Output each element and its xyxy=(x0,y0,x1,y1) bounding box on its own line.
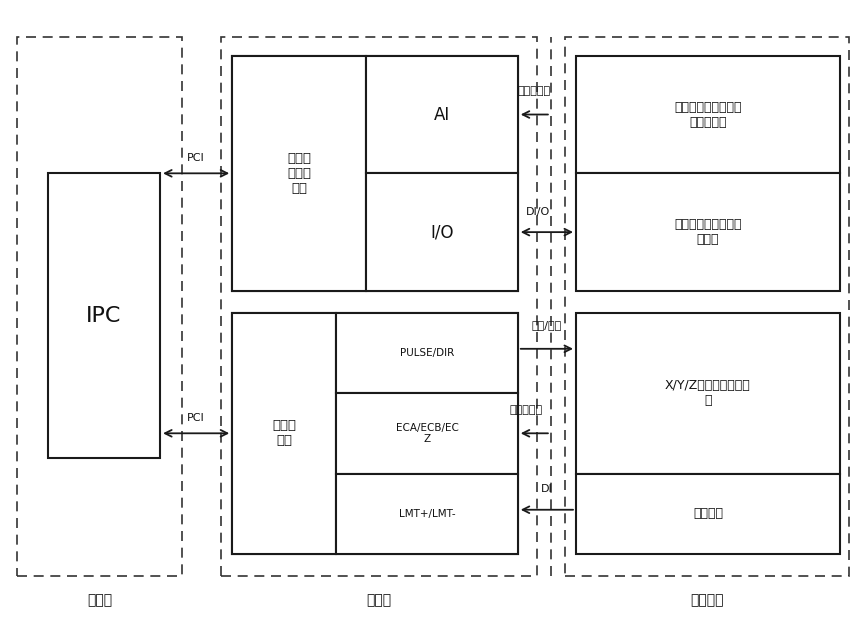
Text: 模拟量输入: 模拟量输入 xyxy=(518,86,551,96)
Text: ECA/ECB/EC
Z: ECA/ECB/EC Z xyxy=(396,423,458,444)
Bar xyxy=(221,37,537,576)
Text: 编码器相位: 编码器相位 xyxy=(509,405,542,415)
Text: I/O: I/O xyxy=(430,223,454,241)
Text: DI: DI xyxy=(541,484,553,495)
Bar xyxy=(576,173,840,291)
Bar xyxy=(366,56,518,173)
Bar xyxy=(232,56,518,291)
Text: 运动控
制卡: 运动控 制卡 xyxy=(272,419,296,448)
Bar xyxy=(576,313,840,474)
Bar xyxy=(565,37,849,576)
Text: 硬件外设: 硬件外设 xyxy=(690,594,723,607)
Bar xyxy=(336,474,518,554)
Text: 上位机: 上位机 xyxy=(87,594,113,607)
Bar xyxy=(232,313,518,554)
Bar xyxy=(336,313,518,393)
Text: AI: AI xyxy=(434,105,450,124)
Text: 下位机: 下位机 xyxy=(366,594,391,607)
Text: PCI: PCI xyxy=(187,413,205,423)
Text: PCI: PCI xyxy=(187,153,205,163)
Text: 激光位移传感器、压
力传感器等: 激光位移传感器、压 力传感器等 xyxy=(675,100,741,129)
Bar xyxy=(366,173,518,291)
Bar xyxy=(17,37,182,576)
Bar xyxy=(48,173,160,458)
Bar xyxy=(336,393,518,474)
Text: 开关、继电器、控制
面板等: 开关、继电器、控制 面板等 xyxy=(675,218,741,246)
Text: 行程开关: 行程开关 xyxy=(693,507,723,521)
Bar xyxy=(576,56,840,173)
Bar xyxy=(232,313,336,554)
Text: 多功能
数据采
集卡: 多功能 数据采 集卡 xyxy=(288,152,311,195)
Text: X/Y/Z轴伺服电机驱动
器: X/Y/Z轴伺服电机驱动 器 xyxy=(665,379,751,407)
Bar xyxy=(576,474,840,554)
Text: IPC: IPC xyxy=(87,306,121,326)
Text: DI/O: DI/O xyxy=(526,207,551,217)
Text: PULSE/DIR: PULSE/DIR xyxy=(400,348,454,358)
Text: 脉冲/方向: 脉冲/方向 xyxy=(532,320,562,331)
Bar xyxy=(232,56,366,291)
Text: LMT+/LMT-: LMT+/LMT- xyxy=(398,509,456,519)
